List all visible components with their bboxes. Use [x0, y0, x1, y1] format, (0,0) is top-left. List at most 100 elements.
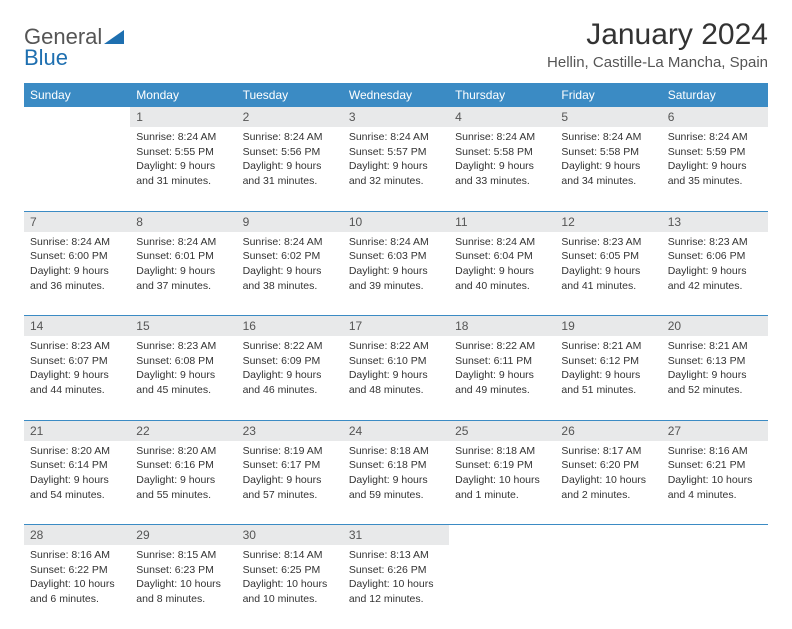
- weekday-header: Thursday: [449, 83, 555, 107]
- sunrise-text: Sunrise: 8:22 AM: [349, 339, 443, 354]
- day-cell: Sunrise: 8:16 AMSunset: 6:22 PMDaylight:…: [24, 545, 130, 613]
- sunrise-text: Sunrise: 8:24 AM: [349, 235, 443, 250]
- day-cell: Sunrise: 8:24 AMSunset: 5:58 PMDaylight:…: [449, 127, 555, 195]
- sunset-text: Sunset: 6:17 PM: [243, 458, 337, 473]
- month-title: January 2024: [547, 18, 768, 52]
- day-number: 13: [662, 212, 768, 232]
- day-number: 8: [130, 212, 236, 232]
- daylight-text: Daylight: 10 hours and 12 minutes.: [349, 577, 443, 606]
- day-cell: Sunrise: 8:16 AMSunset: 6:21 PMDaylight:…: [662, 441, 768, 509]
- sunset-text: Sunset: 6:14 PM: [30, 458, 124, 473]
- sunset-text: Sunset: 6:22 PM: [30, 563, 124, 578]
- daylight-text: Daylight: 9 hours and 40 minutes.: [455, 264, 549, 293]
- sunrise-text: Sunrise: 8:17 AM: [561, 444, 655, 459]
- day-number: 2: [237, 107, 343, 127]
- daylight-text: Daylight: 9 hours and 44 minutes.: [30, 368, 124, 397]
- page-header: General January 2024 Hellin, Castille-La…: [24, 18, 768, 71]
- day-cell: Sunrise: 8:22 AMSunset: 6:11 PMDaylight:…: [449, 336, 555, 404]
- day-number: 5: [555, 107, 661, 127]
- sunrise-text: Sunrise: 8:24 AM: [30, 235, 124, 250]
- sunrise-text: Sunrise: 8:21 AM: [561, 339, 655, 354]
- sunrise-text: Sunrise: 8:24 AM: [349, 130, 443, 145]
- sunrise-text: Sunrise: 8:22 AM: [455, 339, 549, 354]
- daylight-text: Daylight: 9 hours and 45 minutes.: [136, 368, 230, 397]
- sunset-text: Sunset: 6:00 PM: [30, 249, 124, 264]
- day-number: 25: [449, 421, 555, 441]
- day-cell: Sunrise: 8:22 AMSunset: 6:10 PMDaylight:…: [343, 336, 449, 404]
- daylight-text: Daylight: 9 hours and 49 minutes.: [455, 368, 549, 397]
- day-number: 1: [130, 107, 236, 127]
- day-cell: [449, 545, 555, 554]
- daylight-text: Daylight: 9 hours and 46 minutes.: [243, 368, 337, 397]
- day-cell: Sunrise: 8:21 AMSunset: 6:12 PMDaylight:…: [555, 336, 661, 404]
- day-number: 17: [343, 316, 449, 336]
- day-cell: Sunrise: 8:22 AMSunset: 6:09 PMDaylight:…: [237, 336, 343, 404]
- sunrise-text: Sunrise: 8:19 AM: [243, 444, 337, 459]
- daylight-text: Daylight: 9 hours and 48 minutes.: [349, 368, 443, 397]
- sunrise-text: Sunrise: 8:21 AM: [668, 339, 762, 354]
- sunset-text: Sunset: 6:12 PM: [561, 354, 655, 369]
- day-number: 19: [555, 316, 661, 336]
- sunrise-text: Sunrise: 8:23 AM: [561, 235, 655, 250]
- daylight-text: Daylight: 10 hours and 4 minutes.: [668, 473, 762, 502]
- day-number: 26: [555, 421, 661, 441]
- sunset-text: Sunset: 6:01 PM: [136, 249, 230, 264]
- sunrise-text: Sunrise: 8:24 AM: [136, 130, 230, 145]
- day-number: 24: [343, 421, 449, 441]
- day-number: 6: [662, 107, 768, 127]
- day-cell: Sunrise: 8:24 AMSunset: 6:01 PMDaylight:…: [130, 232, 236, 300]
- day-cell: Sunrise: 8:15 AMSunset: 6:23 PMDaylight:…: [130, 545, 236, 613]
- sunset-text: Sunset: 6:02 PM: [243, 249, 337, 264]
- day-number: [449, 525, 555, 531]
- day-number: 30: [237, 525, 343, 545]
- daylight-text: Daylight: 10 hours and 8 minutes.: [136, 577, 230, 606]
- day-cell: Sunrise: 8:21 AMSunset: 6:13 PMDaylight:…: [662, 336, 768, 404]
- day-number: 20: [662, 316, 768, 336]
- sunrise-text: Sunrise: 8:20 AM: [136, 444, 230, 459]
- sunrise-text: Sunrise: 8:24 AM: [243, 130, 337, 145]
- day-number: 4: [449, 107, 555, 127]
- sunrise-text: Sunrise: 8:24 AM: [668, 130, 762, 145]
- sunrise-text: Sunrise: 8:23 AM: [136, 339, 230, 354]
- calendar-table: Sunday Monday Tuesday Wednesday Thursday…: [24, 83, 768, 629]
- logo-triangle-icon: [104, 28, 126, 46]
- day-cell: Sunrise: 8:24 AMSunset: 6:00 PMDaylight:…: [24, 232, 130, 300]
- day-number: [555, 525, 661, 531]
- sunset-text: Sunset: 5:58 PM: [455, 145, 549, 160]
- day-number: [662, 525, 768, 531]
- day-number: 7: [24, 212, 130, 232]
- day-number: 3: [343, 107, 449, 127]
- daylight-text: Daylight: 9 hours and 59 minutes.: [349, 473, 443, 502]
- daylight-text: Daylight: 9 hours and 34 minutes.: [561, 159, 655, 188]
- weekday-header: Friday: [555, 83, 661, 107]
- sunrise-text: Sunrise: 8:18 AM: [349, 444, 443, 459]
- daylight-text: Daylight: 10 hours and 6 minutes.: [30, 577, 124, 606]
- weekday-header: Wednesday: [343, 83, 449, 107]
- sunrise-text: Sunrise: 8:22 AM: [243, 339, 337, 354]
- sunset-text: Sunset: 5:59 PM: [668, 145, 762, 160]
- day-cell: Sunrise: 8:24 AMSunset: 5:59 PMDaylight:…: [662, 127, 768, 195]
- day-cell: Sunrise: 8:24 AMSunset: 5:58 PMDaylight:…: [555, 127, 661, 195]
- calendar-body: 123456Sunrise: 8:24 AMSunset: 5:55 PMDay…: [24, 107, 768, 629]
- sunset-text: Sunset: 5:55 PM: [136, 145, 230, 160]
- sunset-text: Sunset: 6:13 PM: [668, 354, 762, 369]
- day-number: 21: [24, 421, 130, 441]
- day-cell: Sunrise: 8:20 AMSunset: 6:16 PMDaylight:…: [130, 441, 236, 509]
- day-cell: [555, 545, 661, 554]
- day-cell: Sunrise: 8:18 AMSunset: 6:18 PMDaylight:…: [343, 441, 449, 509]
- daylight-text: Daylight: 9 hours and 54 minutes.: [30, 473, 124, 502]
- day-cell: Sunrise: 8:17 AMSunset: 6:20 PMDaylight:…: [555, 441, 661, 509]
- sunset-text: Sunset: 6:05 PM: [561, 249, 655, 264]
- daylight-text: Daylight: 9 hours and 31 minutes.: [136, 159, 230, 188]
- location-text: Hellin, Castille-La Mancha, Spain: [547, 54, 768, 71]
- sunrise-text: Sunrise: 8:14 AM: [243, 548, 337, 563]
- weekday-header: Saturday: [662, 83, 768, 107]
- sunrise-text: Sunrise: 8:24 AM: [243, 235, 337, 250]
- sunset-text: Sunset: 6:08 PM: [136, 354, 230, 369]
- day-cell: Sunrise: 8:24 AMSunset: 6:03 PMDaylight:…: [343, 232, 449, 300]
- sunrise-text: Sunrise: 8:24 AM: [136, 235, 230, 250]
- day-cell: Sunrise: 8:23 AMSunset: 6:07 PMDaylight:…: [24, 336, 130, 404]
- day-cell: Sunrise: 8:24 AMSunset: 5:55 PMDaylight:…: [130, 127, 236, 195]
- day-number: 10: [343, 212, 449, 232]
- sunset-text: Sunset: 6:16 PM: [136, 458, 230, 473]
